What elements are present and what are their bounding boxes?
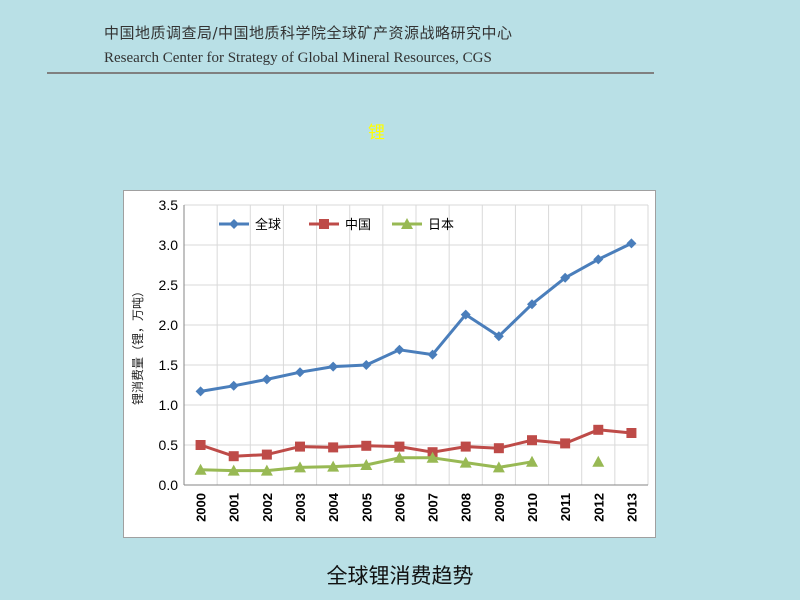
series-line-diamond [200, 242, 633, 393]
data-point-triangle [393, 451, 406, 463]
y-tick-label: 0.0 [159, 477, 179, 493]
legend-label: 中国 [345, 218, 371, 233]
y-tick-label: 3.0 [159, 237, 179, 253]
x-tick-label: 2011 [558, 493, 573, 521]
data-point-diamond [261, 374, 272, 385]
lithium-consumption-chart: 0.0 0.5 1.0 1.5 2.0 2.5 3.0 3.5 2000 2001 2002 2003… [130, 197, 649, 522]
data-point-triangle [459, 456, 472, 468]
data-point-diamond [361, 360, 372, 370]
data-point-diamond [228, 380, 239, 391]
y-axis-label: 锂消费量（锂，万吨） [130, 285, 145, 405]
data-point-diamond [626, 238, 637, 249]
x-tick-label: 2007 [426, 493, 441, 522]
data-point-square [493, 443, 504, 454]
data-point-triangle [227, 464, 240, 476]
data-point-triangle [260, 464, 273, 476]
data-point-diamond [427, 349, 438, 360]
data-point-square [328, 442, 339, 453]
data-point-triangle [426, 451, 439, 463]
x-tick-label: 2012 [591, 493, 606, 522]
data-point-square [195, 440, 206, 450]
y-tick-label: 1.5 [159, 357, 179, 373]
y-tick-label: 3.5 [159, 197, 179, 213]
data-point-square [626, 428, 637, 438]
x-tick-label: 2006 [392, 493, 407, 522]
series-line-square [200, 428, 632, 458]
y-tick-label: 2.0 [159, 317, 179, 333]
org-name-chinese: 中国地质调查局/中国地质科学院全球矿产资源战略研究中心 [104, 24, 513, 42]
x-tick-label: 2010 [525, 493, 540, 522]
y-tick-label: 1.0 [159, 397, 179, 413]
x-tick-label: 2013 [624, 493, 639, 522]
data-point-triangle [492, 461, 505, 473]
legend-marker [319, 219, 329, 229]
legend-label: 日本 [428, 218, 454, 233]
data-point-square [394, 441, 405, 452]
data-point-diamond [527, 299, 537, 310]
data-point-triangle [592, 455, 605, 467]
data-point-triangle [194, 463, 207, 475]
data-point-diamond [593, 254, 604, 265]
x-tick-label: 2003 [293, 493, 308, 522]
legend-marker [229, 219, 239, 229]
x-tick-label: 2000 [194, 493, 209, 522]
data-point-triangle [360, 459, 373, 470]
legend-label: 全球 [255, 217, 281, 233]
y-tick-label: 0.5 [159, 437, 179, 453]
data-point-square [228, 451, 239, 462]
data-point-diamond [195, 386, 206, 397]
data-point-square [361, 440, 372, 451]
legend-marker [401, 218, 413, 229]
x-tick-label: 2009 [492, 493, 507, 522]
x-tick-label: 2002 [260, 493, 275, 522]
data-point-diamond [560, 272, 571, 283]
slide-caption: 全球锂消费趋势 [326, 564, 474, 588]
x-tick-label: 2001 [227, 493, 242, 522]
chart-panel: 0.0 0.5 1.0 1.5 2.0 2.5 3.0 3.5 2000 2001 2002 2003… [123, 190, 656, 538]
x-tick-label: 2008 [459, 493, 474, 522]
data-point-triangle [526, 455, 538, 467]
data-point-square [593, 424, 604, 435]
data-point-diamond [295, 367, 305, 378]
data-point-triangle [327, 460, 340, 472]
data-point-diamond [394, 344, 405, 355]
y-tick-label: 2.5 [159, 277, 179, 293]
data-point-square [460, 441, 471, 452]
data-point-diamond [328, 361, 339, 372]
org-name-english: Research Center for Strategy of Global M… [104, 50, 492, 66]
data-point-diamond [460, 309, 471, 320]
data-point-square [261, 449, 272, 460]
data-point-triangle [294, 461, 306, 473]
data-point-square [295, 441, 305, 452]
x-tick-label: 2004 [326, 492, 341, 522]
element-title: 锂 [368, 123, 385, 143]
data-point-diamond [493, 331, 504, 342]
data-point-square [560, 438, 571, 449]
header-divider [47, 72, 654, 74]
x-tick-label: 2005 [359, 493, 374, 522]
data-point-square [527, 435, 537, 446]
